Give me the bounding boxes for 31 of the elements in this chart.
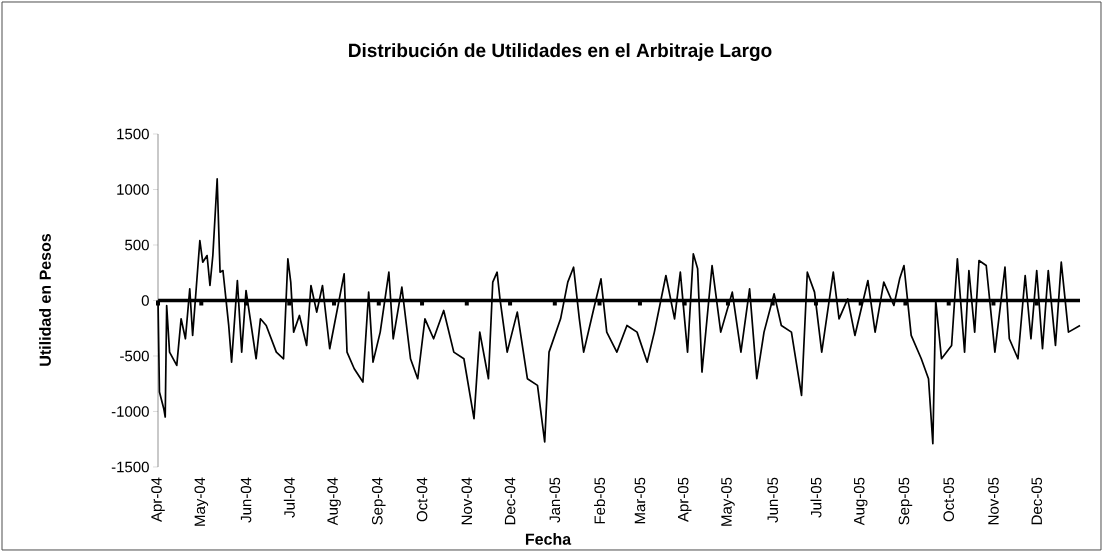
x-tick-label: Mar-05 xyxy=(634,477,646,524)
x-tick-label: Aug-04 xyxy=(327,477,341,526)
x-tick-label: Jun-04 xyxy=(240,477,252,523)
x-tick-label: Apr-04 xyxy=(151,477,165,522)
x-tick-label: Sep-05 xyxy=(898,477,913,525)
y-tick-label: -500 xyxy=(120,350,149,362)
y-tick-label: 1000 xyxy=(117,184,149,195)
x-tick-label: Jul-04 xyxy=(283,477,295,518)
x-tick-label: Nov-05 xyxy=(988,477,999,525)
y-axis-title: Utilidad en Pesos xyxy=(39,233,51,366)
x-tick-label: Apr-05 xyxy=(677,477,692,522)
x-tick-label: Jan-05 xyxy=(549,477,561,523)
y-tick-label: 0 xyxy=(141,295,149,306)
x-tick-label: Jul-05 xyxy=(810,477,822,518)
y-tick-label: -1000 xyxy=(111,406,149,417)
x-tick-label: Jun-05 xyxy=(767,477,778,523)
x-tick-label: Feb-05 xyxy=(594,477,606,524)
x-tick-label: Oct-05 xyxy=(943,477,955,522)
x-tick-label: May-05 xyxy=(721,477,735,526)
x-tick-label: Oct-04 xyxy=(416,477,428,522)
x-tick-label: May-04 xyxy=(194,477,209,526)
x-tick-label: Sep-04 xyxy=(371,477,386,525)
x-tick-label: Aug-05 xyxy=(853,477,868,526)
y-tick-label: 1500 xyxy=(117,128,149,140)
x-axis-title: Fecha xyxy=(525,533,572,545)
y-tick-label: -1500 xyxy=(111,461,149,473)
x-tick-label: Dec-05 xyxy=(1031,477,1043,525)
x-tick-label: Nov-04 xyxy=(461,477,473,525)
y-tick-label: 500 xyxy=(125,239,149,251)
chart-title: Distribución de Utilidades en el Arbitraje Largo xyxy=(349,43,772,61)
x-tick-label: Dec-04 xyxy=(504,477,516,525)
